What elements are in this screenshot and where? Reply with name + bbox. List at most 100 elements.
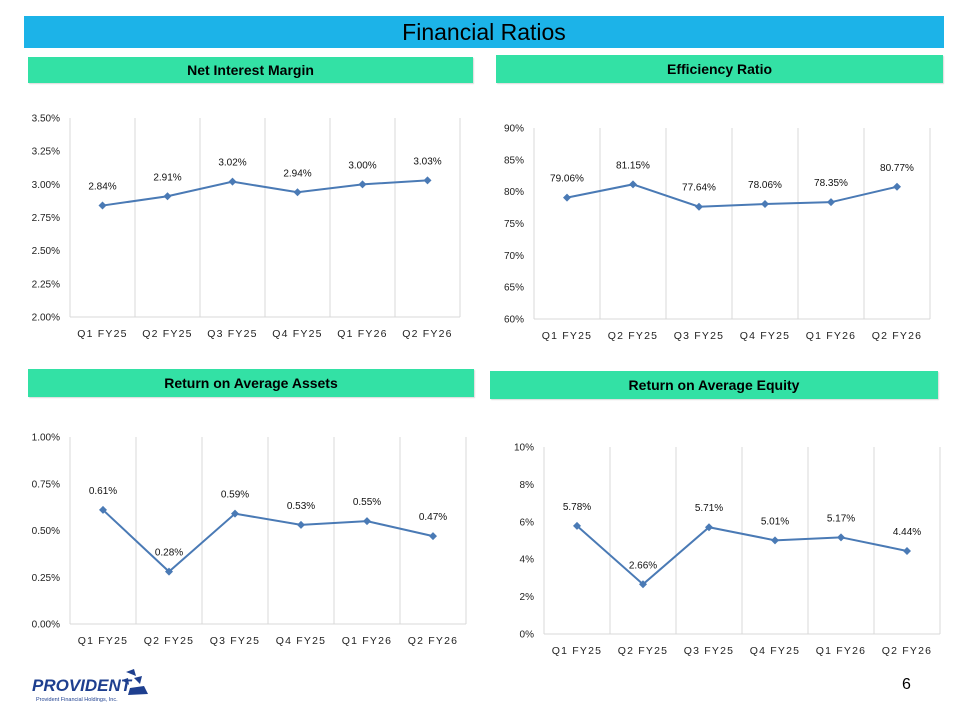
data-label: 2.66% bbox=[629, 560, 657, 571]
data-point bbox=[293, 188, 302, 197]
data-point bbox=[771, 536, 779, 545]
provident-logo: PROVIDENT Provident Financial Holdings, … bbox=[30, 668, 160, 708]
data-label: 5.17% bbox=[827, 513, 855, 524]
data-point bbox=[423, 176, 432, 185]
y-tick-label: 0.75% bbox=[32, 479, 60, 490]
page-number: 6 bbox=[902, 676, 911, 693]
data-point bbox=[903, 546, 911, 555]
data-point bbox=[363, 517, 371, 526]
data-point bbox=[629, 180, 637, 189]
x-tick-label: Q1 FY26 bbox=[816, 645, 866, 657]
y-tick-label: 0.50% bbox=[32, 526, 60, 537]
x-tick-label: Q4 FY25 bbox=[276, 635, 326, 647]
data-point bbox=[99, 505, 107, 514]
chart-header-return-on-average-assets: Return on Average Assets bbox=[28, 369, 474, 397]
y-tick-label: 3.25% bbox=[32, 147, 60, 158]
x-tick-label: Q1 FY25 bbox=[552, 645, 602, 657]
data-label: 2.94% bbox=[283, 168, 311, 179]
data-point bbox=[695, 202, 703, 211]
data-label: 2.84% bbox=[88, 182, 116, 193]
y-tick-label: 90% bbox=[504, 124, 524, 135]
data-label: 0.59% bbox=[221, 490, 249, 501]
x-tick-label: Q4 FY25 bbox=[750, 645, 800, 657]
y-tick-label: 3.00% bbox=[32, 180, 60, 191]
data-label: 78.06% bbox=[748, 180, 782, 191]
data-label: 5.78% bbox=[563, 502, 591, 513]
y-tick-label: 85% bbox=[504, 155, 524, 166]
x-tick-label: Q1 FY25 bbox=[542, 330, 592, 342]
data-point bbox=[573, 521, 581, 530]
data-label: 0.61% bbox=[89, 486, 117, 497]
data-label: 2.91% bbox=[153, 172, 181, 183]
x-tick-label: Q4 FY25 bbox=[272, 328, 322, 340]
data-label: 3.02% bbox=[218, 158, 246, 169]
data-point bbox=[893, 182, 901, 191]
y-tick-label: 2.00% bbox=[32, 313, 60, 324]
y-tick-label: 80% bbox=[504, 187, 524, 198]
x-tick-label: Q3 FY25 bbox=[684, 645, 734, 657]
logo-subtitle: Provident Financial Holdings, Inc. bbox=[36, 697, 118, 703]
data-label: 79.06% bbox=[550, 174, 584, 185]
data-point bbox=[827, 198, 835, 207]
data-label: 0.53% bbox=[287, 501, 315, 512]
data-point bbox=[639, 580, 647, 589]
chart-header-efficiency-ratio: Efficiency Ratio bbox=[496, 55, 943, 83]
data-label: 0.47% bbox=[419, 512, 447, 523]
data-point bbox=[297, 520, 305, 529]
y-tick-label: 75% bbox=[504, 219, 524, 230]
y-tick-label: 2.50% bbox=[32, 246, 60, 257]
y-tick-label: 2.75% bbox=[32, 213, 60, 224]
y-tick-label: 6% bbox=[520, 517, 535, 528]
y-tick-label: 2% bbox=[520, 592, 535, 603]
y-tick-label: 0% bbox=[520, 630, 535, 641]
provident-logo-mark: PROVIDENT Provident Financial Holdings, … bbox=[32, 669, 148, 703]
y-tick-label: 70% bbox=[504, 251, 524, 262]
data-label: 3.03% bbox=[413, 156, 441, 167]
y-tick-label: 3.50% bbox=[32, 114, 60, 125]
data-label: 81.15% bbox=[616, 160, 650, 171]
x-tick-label: Q3 FY25 bbox=[210, 635, 260, 647]
page-title: Financial Ratios bbox=[24, 16, 944, 48]
data-label: 0.55% bbox=[353, 497, 381, 508]
chart-header-return-on-average-equity: Return on Average Equity bbox=[490, 371, 938, 399]
data-label: 78.35% bbox=[814, 178, 848, 189]
y-tick-label: 2.25% bbox=[32, 279, 60, 290]
x-tick-label: Q1 FY26 bbox=[337, 328, 387, 340]
y-tick-label: 1.00% bbox=[32, 433, 60, 444]
x-tick-label: Q2 FY25 bbox=[618, 645, 668, 657]
x-tick-label: Q4 FY25 bbox=[740, 330, 790, 342]
data-point bbox=[358, 180, 367, 189]
y-tick-label: 0.25% bbox=[32, 573, 60, 584]
series-line bbox=[566, 183, 898, 208]
y-tick-label: 0.00% bbox=[32, 620, 60, 631]
x-tick-label: Q1 FY25 bbox=[78, 635, 128, 647]
x-tick-label: Q2 FY25 bbox=[144, 635, 194, 647]
data-label: 5.71% bbox=[695, 503, 723, 514]
x-tick-label: Q2 FY25 bbox=[608, 330, 658, 342]
x-tick-label: Q1 FY26 bbox=[342, 635, 392, 647]
data-point bbox=[429, 532, 437, 541]
x-tick-label: Q3 FY25 bbox=[674, 330, 724, 342]
y-tick-label: 60% bbox=[504, 315, 524, 326]
data-label: 3.00% bbox=[348, 160, 376, 171]
x-tick-label: Q2 FY26 bbox=[882, 645, 932, 657]
data-point bbox=[228, 177, 237, 186]
x-tick-label: Q1 FY25 bbox=[77, 328, 127, 340]
data-point bbox=[165, 567, 173, 576]
x-tick-label: Q2 FY26 bbox=[408, 635, 458, 647]
data-point bbox=[163, 192, 172, 201]
x-tick-label: Q2 FY26 bbox=[402, 328, 452, 340]
x-tick-label: Q2 FY26 bbox=[872, 330, 922, 342]
data-point bbox=[98, 201, 107, 210]
y-tick-label: 4% bbox=[520, 555, 535, 566]
data-point bbox=[761, 200, 769, 209]
x-tick-label: Q2 FY25 bbox=[142, 328, 192, 340]
x-tick-label: Q1 FY26 bbox=[806, 330, 856, 342]
series-line bbox=[102, 179, 428, 207]
x-tick-label: Q3 FY25 bbox=[207, 328, 257, 340]
data-label: 4.44% bbox=[893, 527, 921, 538]
data-label: 80.77% bbox=[880, 163, 914, 174]
